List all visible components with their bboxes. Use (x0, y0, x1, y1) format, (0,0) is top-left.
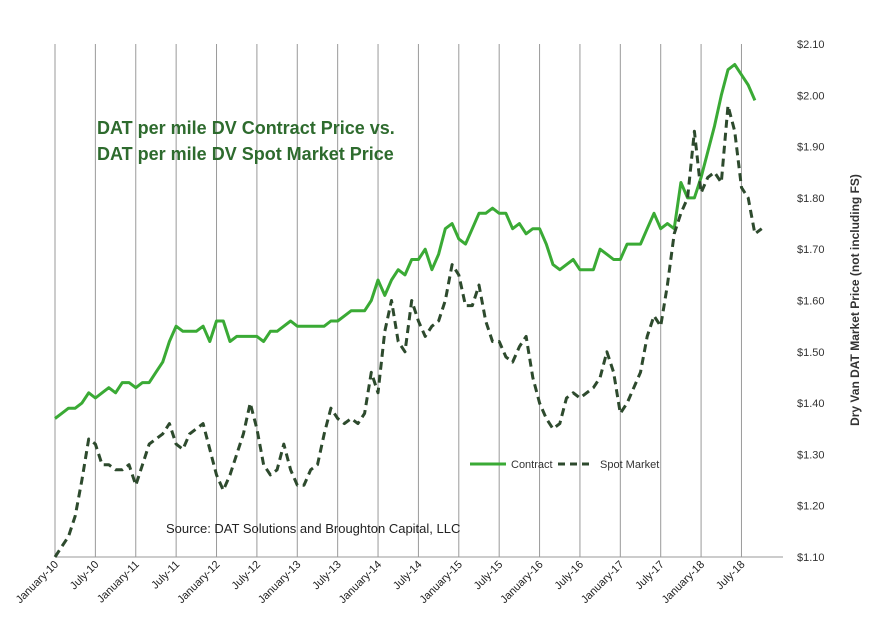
series-line-contract (54, 63, 757, 420)
x-tick-label: January-15 (418, 559, 465, 606)
y-tick-label: $1.40 (797, 398, 825, 410)
x-tick-label: January-17 (579, 559, 626, 606)
x-tick-label: July-10 (68, 559, 102, 593)
x-tick-label: January-11 (95, 559, 142, 606)
x-tick-label: January-13 (256, 559, 303, 606)
chart-title-line-1: DAT per mile DV Contract Price vs. (97, 118, 395, 138)
series-lines (53, 63, 763, 558)
legend: Contract Spot Market (470, 459, 659, 471)
x-tick-label: July-16 (552, 559, 586, 593)
x-tick-label: July-13 (310, 559, 344, 593)
x-tick-label: July-12 (229, 559, 263, 593)
y-tick-label: $1.80 (797, 193, 825, 205)
x-tick-label: January-10 (14, 559, 61, 606)
y-tick-label: $1.90 (797, 142, 825, 154)
y-tick-label: $1.50 (797, 347, 825, 359)
chart-title-line-2: DAT per mile DV Spot Market Price (97, 144, 394, 164)
y-tick-label: $1.30 (797, 449, 825, 461)
series-line-spot-market (53, 104, 763, 558)
y-tick-label: $1.10 (797, 552, 825, 564)
x-tick-label: July-18 (714, 559, 748, 593)
x-tick-label: January-16 (498, 559, 545, 606)
x-tick-label: January-14 (337, 559, 384, 606)
y-tick-label: $1.70 (797, 244, 825, 256)
x-tick-label: January-12 (175, 559, 222, 606)
legend-label-spot-market: Spot Market (600, 459, 659, 471)
y-tick-label: $2.10 (797, 39, 825, 51)
source-annotation: Source: DAT Solutions and Broughton Capi… (166, 521, 460, 536)
x-tick-label: January-18 (660, 559, 707, 606)
y-axis-title: Dry Van DAT Market Price (not including … (848, 174, 862, 426)
legend-label-contract: Contract (511, 459, 553, 471)
x-tick-label: July-14 (391, 559, 425, 593)
y-tick-label: $2.00 (797, 90, 825, 102)
y-tick-label: $1.60 (797, 296, 825, 308)
gridlines (54, 44, 783, 558)
y-axis-ticks: $1.10 $1.20 $1.30 $1.40 $1.50 $1.60 $1.70 $1.80… (797, 39, 825, 564)
x-tick-label: July-17 (633, 559, 667, 593)
x-tick-label: July-15 (472, 559, 506, 593)
y-tick-label: $1.20 (797, 501, 825, 513)
x-tick-label: July-11 (149, 559, 182, 592)
